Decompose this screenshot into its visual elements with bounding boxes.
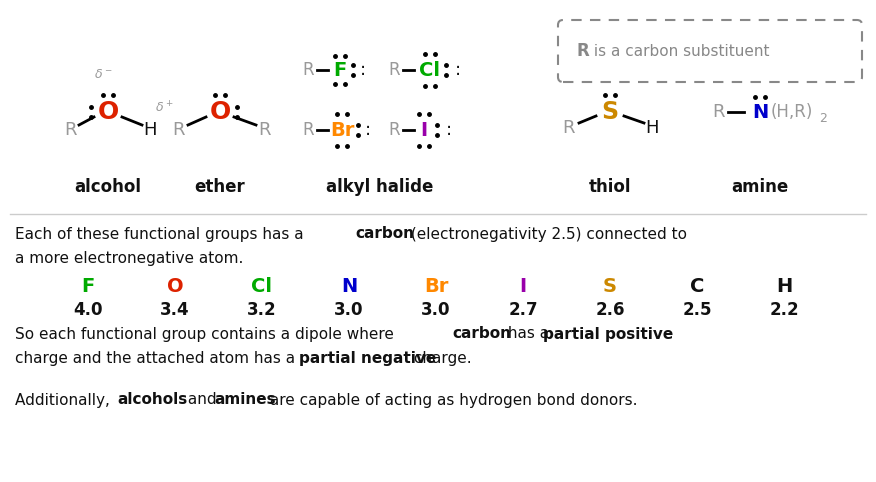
Text: 2.7: 2.7 bbox=[508, 301, 538, 319]
Text: R: R bbox=[711, 103, 724, 121]
Text: :: : bbox=[446, 121, 452, 139]
Text: R: R bbox=[172, 121, 184, 139]
Text: Cl: Cl bbox=[420, 61, 441, 80]
Text: ether: ether bbox=[194, 178, 245, 196]
Text: 3.0: 3.0 bbox=[335, 301, 364, 319]
Text: thiol: thiol bbox=[589, 178, 632, 196]
Text: N: N bbox=[341, 278, 357, 296]
Text: (electronegativity 2.5) connected to: (electronegativity 2.5) connected to bbox=[406, 227, 687, 241]
Text: charge and the attached atom has a: charge and the attached atom has a bbox=[15, 350, 300, 365]
Text: alcohol: alcohol bbox=[74, 178, 142, 196]
Text: :: : bbox=[360, 61, 366, 79]
Text: $\delta^+$: $\delta^+$ bbox=[155, 100, 173, 116]
Text: 4.0: 4.0 bbox=[74, 301, 102, 319]
Text: I: I bbox=[420, 120, 427, 139]
Text: is a carbon substituent: is a carbon substituent bbox=[589, 43, 769, 58]
FancyBboxPatch shape bbox=[558, 20, 862, 82]
Text: (H,R): (H,R) bbox=[771, 103, 814, 121]
Text: 2.2: 2.2 bbox=[769, 301, 799, 319]
Text: $\delta^-$: $\delta^-$ bbox=[94, 67, 112, 80]
Text: H: H bbox=[646, 119, 659, 137]
Text: C: C bbox=[689, 278, 704, 296]
Text: :: : bbox=[365, 121, 371, 139]
Text: :: : bbox=[455, 61, 461, 79]
Text: R: R bbox=[258, 121, 271, 139]
Text: R: R bbox=[302, 121, 314, 139]
Text: O: O bbox=[97, 100, 118, 124]
Text: carbon: carbon bbox=[355, 227, 414, 241]
Text: S: S bbox=[602, 100, 618, 124]
Text: alcohols: alcohols bbox=[117, 392, 187, 407]
Text: O: O bbox=[209, 100, 230, 124]
Text: Br: Br bbox=[329, 120, 354, 139]
Text: I: I bbox=[519, 278, 526, 296]
Text: charge.: charge. bbox=[409, 350, 471, 365]
Text: a more electronegative atom.: a more electronegative atom. bbox=[15, 251, 244, 266]
Text: F: F bbox=[81, 278, 95, 296]
Text: H: H bbox=[776, 278, 792, 296]
Text: amine: amine bbox=[731, 178, 788, 196]
Text: R: R bbox=[577, 42, 590, 60]
Text: Additionally,: Additionally, bbox=[15, 392, 115, 407]
Text: R: R bbox=[562, 119, 576, 137]
Text: O: O bbox=[166, 278, 183, 296]
Text: are capable of acting as hydrogen bond donors.: are capable of acting as hydrogen bond d… bbox=[265, 392, 638, 407]
Text: has a: has a bbox=[503, 326, 554, 342]
Text: Cl: Cl bbox=[251, 278, 272, 296]
Text: 2.5: 2.5 bbox=[682, 301, 711, 319]
Text: R: R bbox=[388, 61, 399, 79]
Text: and: and bbox=[183, 392, 222, 407]
Text: R: R bbox=[302, 61, 314, 79]
Text: Br: Br bbox=[424, 278, 449, 296]
Text: 2: 2 bbox=[819, 111, 827, 124]
Text: 3.2: 3.2 bbox=[247, 301, 277, 319]
Text: 3.4: 3.4 bbox=[160, 301, 190, 319]
Text: Each of these functional groups has a: Each of these functional groups has a bbox=[15, 227, 308, 241]
Text: S: S bbox=[603, 278, 617, 296]
Text: F: F bbox=[334, 61, 347, 80]
Text: H: H bbox=[144, 121, 157, 139]
Text: alkyl halide: alkyl halide bbox=[327, 178, 434, 196]
Text: carbon: carbon bbox=[452, 326, 511, 342]
Text: 2.6: 2.6 bbox=[596, 301, 625, 319]
Text: So each functional group contains a dipole where: So each functional group contains a dipo… bbox=[15, 326, 399, 342]
Text: R: R bbox=[388, 121, 399, 139]
Text: R: R bbox=[64, 121, 76, 139]
Text: partial negative: partial negative bbox=[299, 350, 436, 365]
Text: N: N bbox=[752, 103, 768, 121]
Text: 3.0: 3.0 bbox=[421, 301, 451, 319]
Text: amines: amines bbox=[214, 392, 276, 407]
Text: partial positive: partial positive bbox=[543, 326, 674, 342]
